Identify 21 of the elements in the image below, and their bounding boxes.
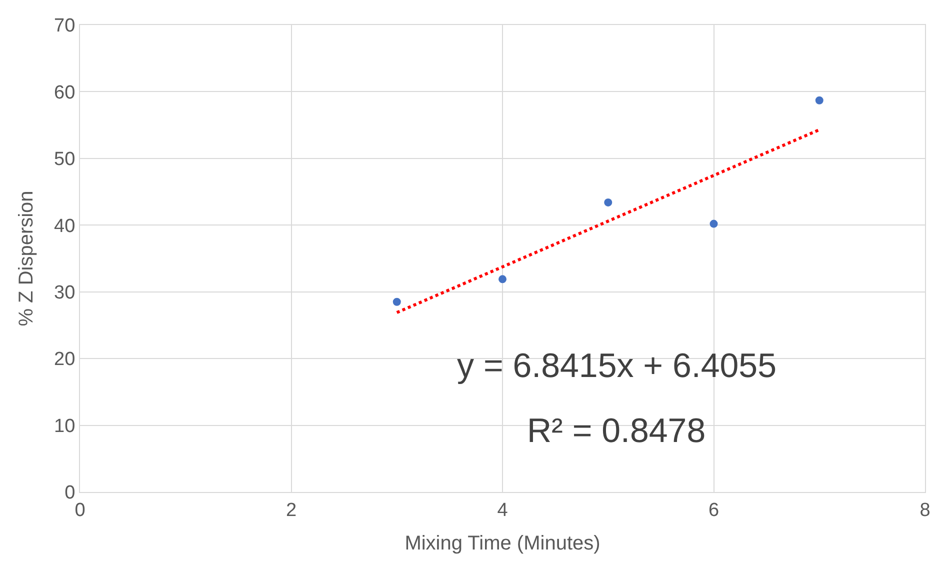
point — [498, 275, 506, 284]
annotation: y = 6.8415x + 6.4055 — [457, 347, 776, 385]
y-tick-label: 40 — [54, 216, 76, 237]
x-tick-label: 6 — [708, 500, 720, 521]
y-tick-label: 50 — [54, 149, 76, 170]
point — [710, 220, 718, 228]
y-tick-label: 0 — [64, 482, 76, 504]
x-tick-label: 2 — [286, 500, 297, 521]
y-tick-label: 70 — [54, 16, 76, 37]
y-tick-label: 10 — [54, 416, 76, 437]
x-tick-label: 4 — [497, 500, 508, 521]
y-tick-label: 60 — [54, 82, 76, 104]
annotation: R² = 0.8478 — [527, 412, 706, 450]
x-axis-title: Mixing Time (Minutes) — [404, 532, 600, 554]
x-tick-label: 8 — [920, 500, 930, 521]
y-tick-label: 20 — [54, 349, 76, 370]
y-tick-label: 30 — [54, 282, 76, 304]
y-axis-title: % Z Dispersion — [16, 190, 38, 326]
point — [815, 96, 824, 104]
point — [604, 198, 612, 206]
point — [392, 298, 401, 306]
